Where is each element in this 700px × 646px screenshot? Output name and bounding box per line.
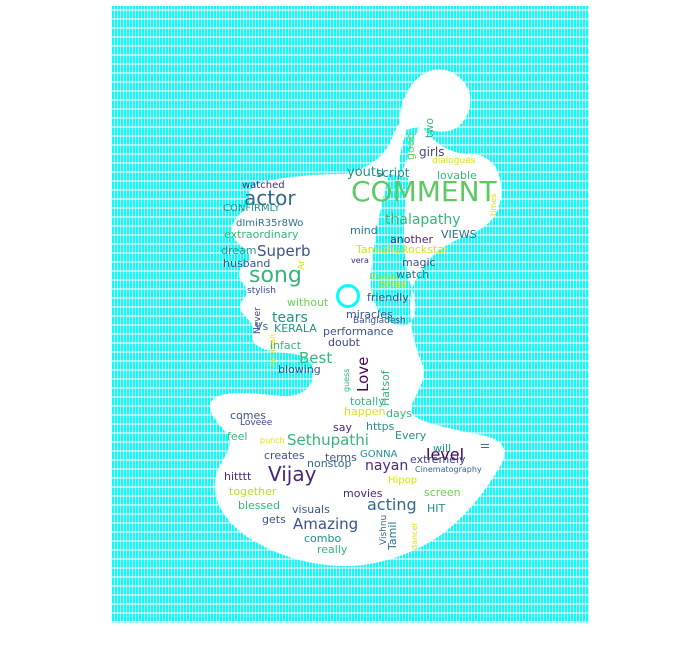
word-nayan: nayan (365, 458, 409, 474)
word-without: without (287, 296, 329, 309)
word-cloud-background (111, 6, 589, 623)
word-cinematography: Cinematography (415, 465, 482, 474)
word-lovable: lovable (437, 169, 477, 182)
word-superb: Superb (257, 242, 311, 260)
word-gonna: GONNA (360, 449, 398, 460)
word-sethupathi: Sethupathi (287, 431, 369, 449)
word-another: another (390, 233, 434, 246)
word-terms: terms (325, 451, 357, 464)
word-feel: feel (227, 430, 248, 443)
word-totally: totally (350, 395, 385, 408)
word-vera: vera (351, 256, 369, 265)
word-mass: mass (369, 269, 398, 282)
word-watch: watch (396, 268, 430, 281)
word-combo: combo (304, 532, 342, 545)
word-hitttt: hitttt (224, 470, 252, 483)
word-really: really (317, 543, 348, 556)
word-days: days (386, 407, 412, 420)
word-dancer: dancer (410, 522, 419, 550)
word-ar: Ar (297, 260, 307, 270)
word-comment: COMMENT (351, 175, 497, 208)
word-good: good (404, 132, 417, 160)
word-friendly: friendly (367, 291, 409, 304)
word-doubt: doubt (328, 336, 360, 349)
word-dimir35r8wo: dImiR35r8Wo (236, 218, 304, 229)
word-blessed: blessed (238, 499, 281, 512)
word-tamil: Tamil (386, 521, 399, 550)
word-love: Love (354, 356, 372, 392)
word-bangladesh: Bangladesh (353, 316, 406, 326)
word-girls: girls (419, 145, 445, 159)
word-nonstop: nonstop (307, 457, 352, 470)
word-times: times (489, 193, 498, 216)
word-husband: husband (223, 257, 271, 270)
word-best: Best (299, 349, 333, 367)
word-vs: Vs (255, 320, 269, 333)
word-ll: ll (479, 442, 492, 449)
word-infact: infact (270, 339, 302, 352)
word-blowing: blowing (278, 363, 321, 376)
word-acting: acting (367, 495, 417, 514)
word-miracles: miracles (346, 308, 393, 321)
word-stylish: stylish (247, 286, 276, 296)
word-punch: punch (260, 436, 285, 445)
word-hit: HIT (427, 502, 446, 515)
word-kerala: KERALA (274, 322, 317, 335)
word-comes: comes (230, 409, 266, 422)
word-extraordinary: extraordinary (224, 228, 299, 241)
word-amazing: Amazing (293, 515, 359, 533)
word-watched: watched (242, 180, 285, 191)
word-mind: mind (350, 224, 378, 237)
word-visuals: visuals (292, 503, 330, 516)
word-screen: screen (424, 486, 461, 499)
head-silhouette (210, 69, 505, 567)
word-will: will (433, 442, 452, 455)
word-every: Every (395, 429, 427, 442)
word-hipop: Hipop (388, 475, 418, 486)
word-actor: actor (244, 186, 296, 210)
word-tamizharockstar: TamizhaRockstar (356, 243, 449, 256)
word-loveee: Loveee (240, 418, 273, 428)
word-script: script (376, 166, 410, 180)
word-level: level (426, 445, 465, 464)
word-magic: magic (402, 256, 436, 269)
word-extremely: extremely (410, 453, 466, 466)
word-bored: bored (380, 280, 406, 290)
word-guess: guess (342, 368, 351, 392)
word-youtu: youtu (347, 165, 385, 180)
word-confirmly: CONFIRMLY (223, 203, 280, 214)
word-views: VIEWS (441, 228, 477, 241)
word-two: two (423, 117, 436, 138)
word-creates: creates (264, 449, 305, 462)
word-vijay: Vijay (268, 462, 317, 486)
word-gets: gets (262, 513, 286, 526)
word-performance: performance (323, 325, 394, 338)
word-dream: dream (221, 244, 257, 257)
word-https: https (366, 420, 395, 433)
word-dialogues: dialogues (432, 156, 476, 166)
word-happen: happen (344, 405, 386, 418)
word-song: song (249, 263, 302, 288)
word-thalapathy: thalapathy (385, 212, 461, 228)
word-say: say (333, 421, 352, 434)
word-together: together (229, 485, 277, 498)
word-movies: movies (343, 487, 383, 500)
word-tears: tears (272, 310, 308, 326)
